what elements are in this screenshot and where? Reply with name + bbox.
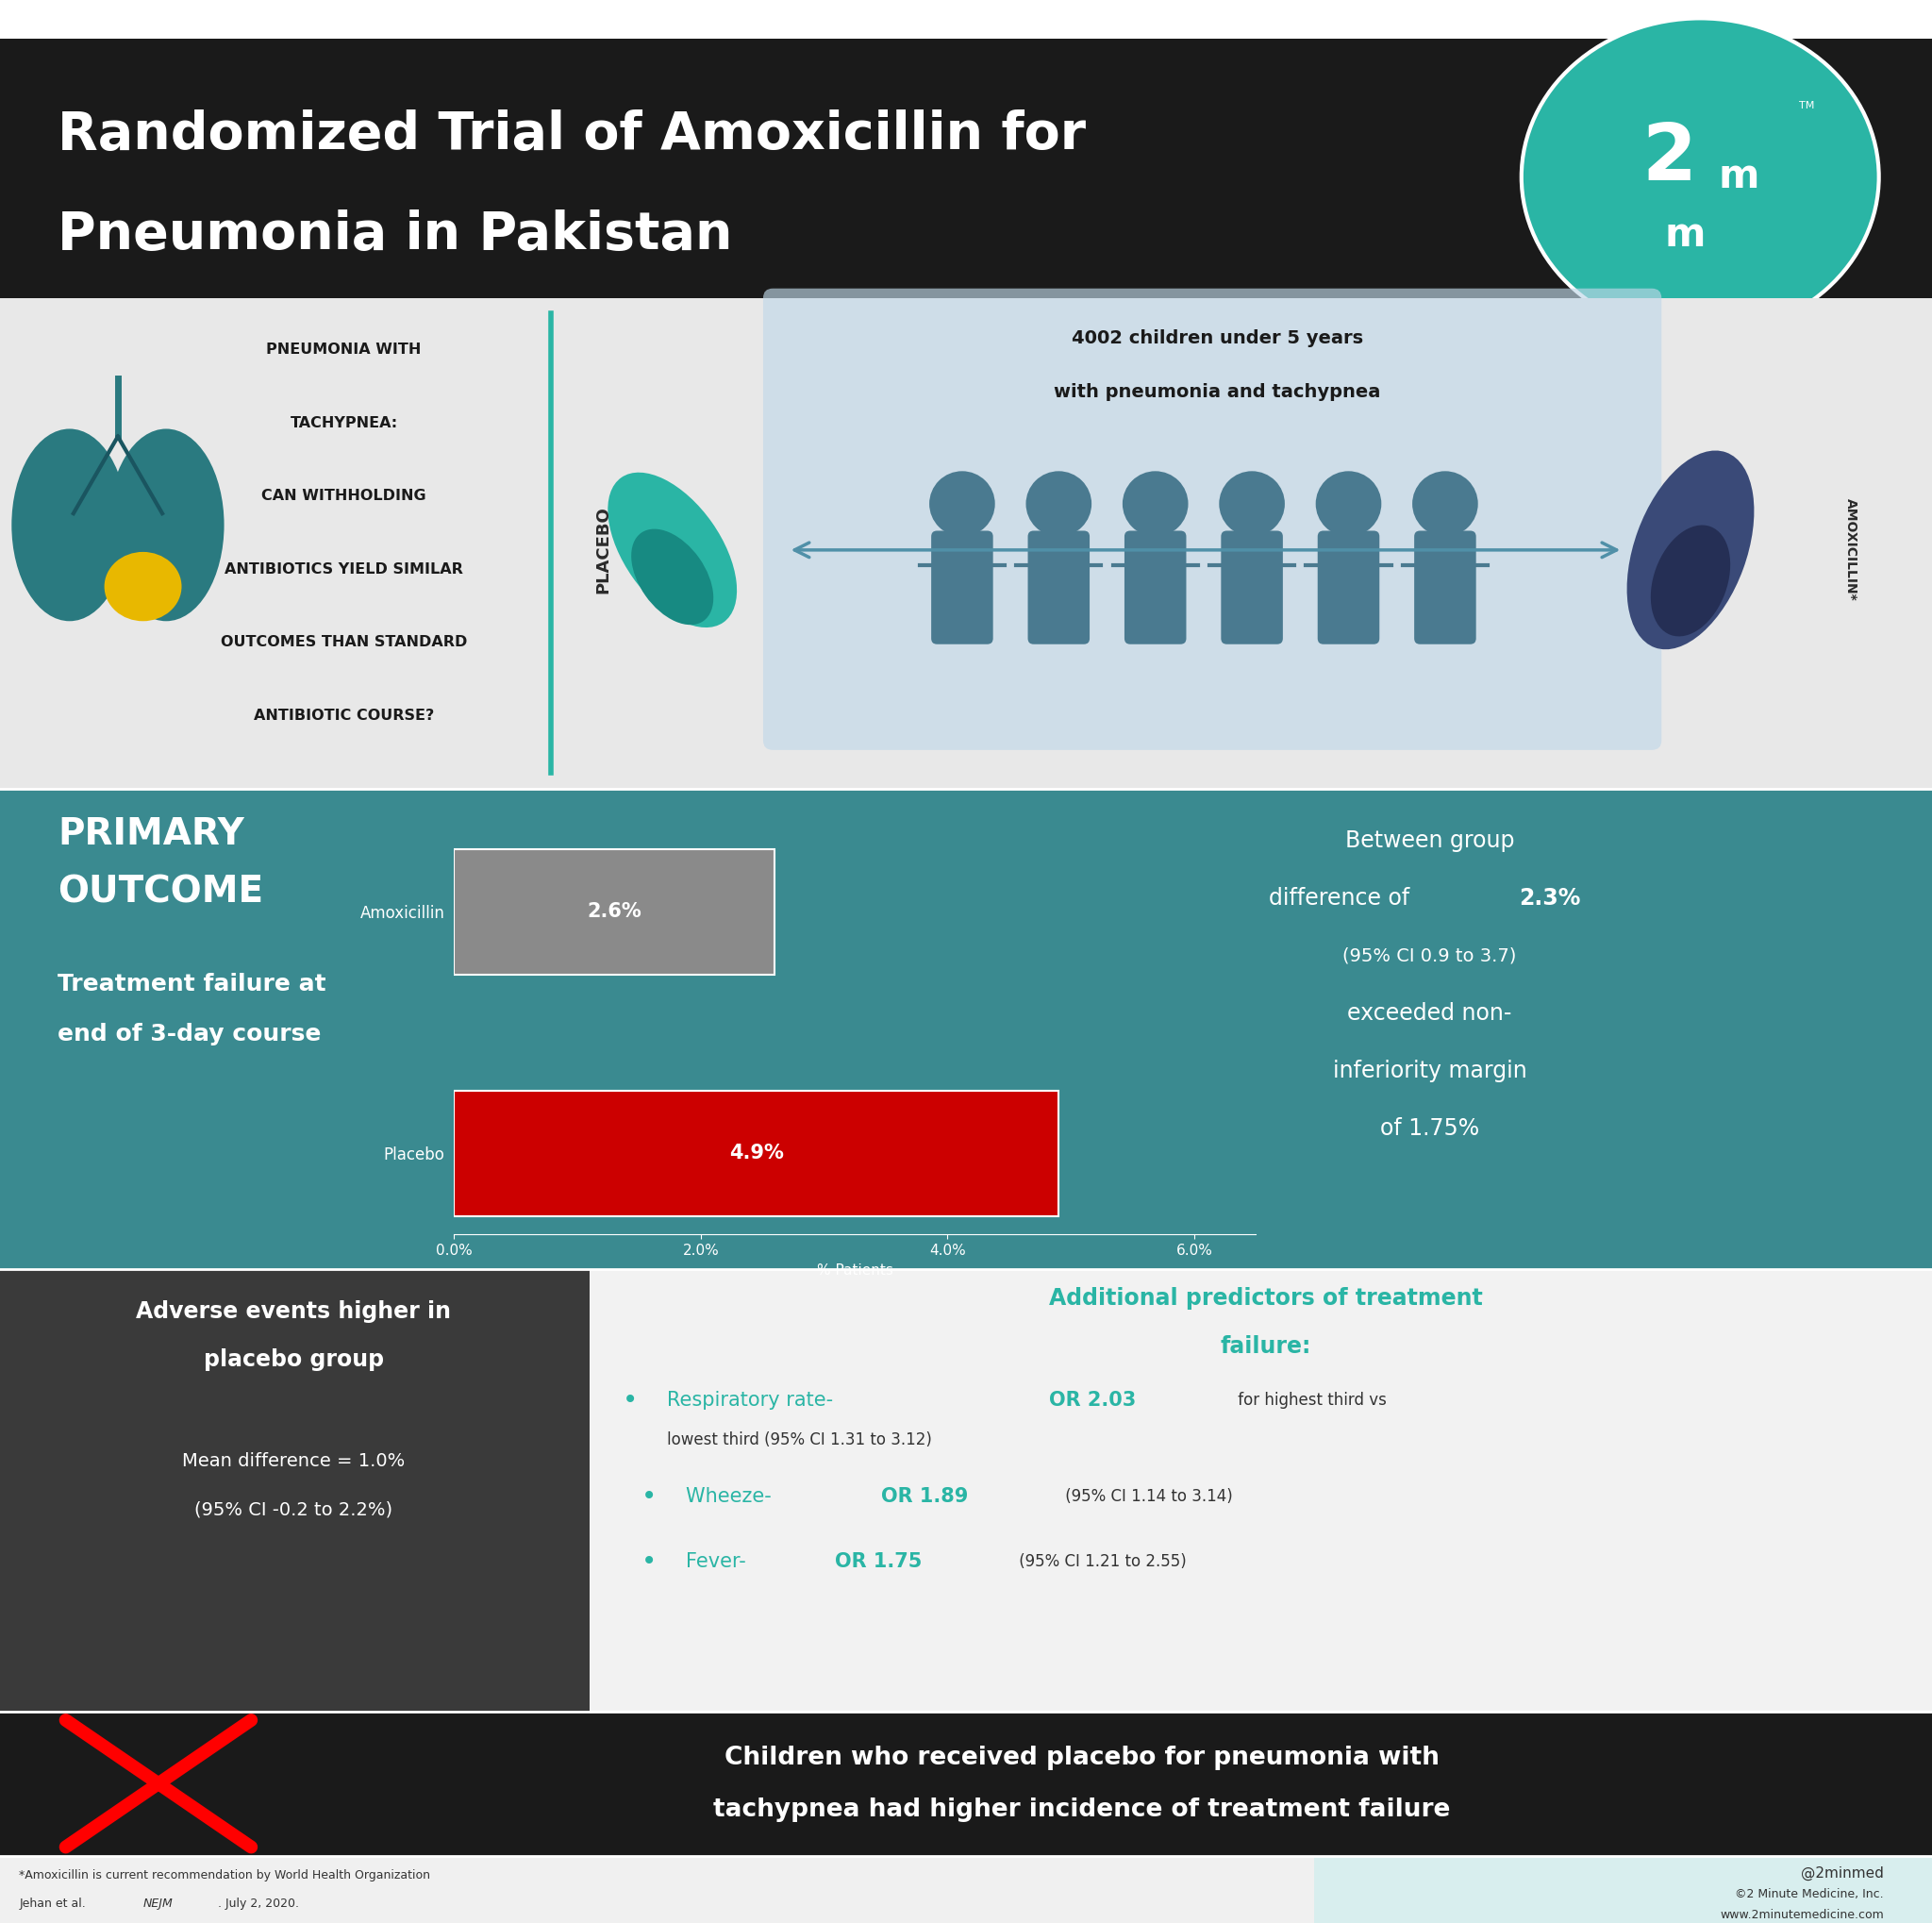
Text: failure:: failure: [1219, 1335, 1312, 1358]
Bar [0, 788, 1932, 1269]
Text: •: • [641, 1548, 657, 1575]
Circle shape [929, 471, 995, 537]
Ellipse shape [1650, 525, 1731, 637]
Bar [1314, 1856, 1932, 1923]
Text: PRIMARY: PRIMARY [58, 817, 245, 852]
Text: Jehan et al.: Jehan et al. [19, 1898, 89, 1910]
Text: 4002 children under 5 years: 4002 children under 5 years [1072, 329, 1362, 348]
Text: for highest third vs: for highest third vs [1233, 1392, 1387, 1408]
Circle shape [1316, 471, 1381, 537]
Text: 2.6%: 2.6% [587, 902, 641, 921]
FancyBboxPatch shape [1318, 531, 1379, 644]
Bar [0, 1269, 589, 1711]
Text: ©2 Minute Medicine, Inc.: ©2 Minute Medicine, Inc. [1735, 1888, 1884, 1900]
Text: Fever-: Fever- [686, 1552, 752, 1571]
Text: (95% CI 1.14 to 3.14): (95% CI 1.14 to 3.14) [1061, 1488, 1233, 1504]
Text: •: • [641, 1483, 657, 1510]
FancyBboxPatch shape [763, 288, 1662, 750]
Text: Wheeze-: Wheeze- [686, 1486, 779, 1506]
Text: of 1.75%: of 1.75% [1379, 1117, 1480, 1140]
Ellipse shape [1627, 450, 1754, 650]
Text: OR 2.03: OR 2.03 [1049, 1390, 1136, 1410]
Text: inferiority margin: inferiority margin [1333, 1060, 1526, 1083]
Text: exceeded non-: exceeded non- [1347, 1002, 1513, 1025]
Text: 2.3%: 2.3% [1519, 887, 1580, 910]
Text: *Amoxicillin is current recommendation by World Health Organization: *Amoxicillin is current recommendation b… [19, 1869, 431, 1881]
Text: with pneumonia and tachypnea: with pneumonia and tachypnea [1053, 383, 1381, 402]
Text: •: • [622, 1386, 638, 1413]
FancyBboxPatch shape [1124, 531, 1186, 644]
Bar [0, 0, 1932, 298]
Bar [0, 1856, 1314, 1923]
Text: (95% CI -0.2 to 2.2%): (95% CI -0.2 to 2.2%) [195, 1500, 392, 1519]
Text: OR 1.75: OR 1.75 [835, 1552, 922, 1571]
Text: m: m [1663, 215, 1706, 254]
Text: Between group: Between group [1345, 829, 1515, 852]
Bar [0, 1711, 1932, 1856]
Text: Pneumonia in Pakistan: Pneumonia in Pakistan [58, 210, 732, 260]
Bar [0, 0, 1932, 38]
Ellipse shape [12, 429, 128, 621]
Circle shape [1412, 471, 1478, 537]
Circle shape [1026, 471, 1092, 537]
Text: CAN WITHHOLDING: CAN WITHHOLDING [261, 488, 427, 504]
Ellipse shape [1522, 19, 1878, 335]
Text: 4.9%: 4.9% [728, 1144, 784, 1163]
Text: Adverse events higher in: Adverse events higher in [135, 1300, 452, 1323]
Text: lowest third (95% CI 1.31 to 3.12): lowest third (95% CI 1.31 to 3.12) [667, 1433, 931, 1448]
Text: PLACEBO: PLACEBO [595, 506, 611, 594]
Text: PNEUMONIA WITH: PNEUMONIA WITH [267, 342, 421, 358]
Text: OUTCOMES THAN STANDARD: OUTCOMES THAN STANDARD [220, 635, 468, 650]
Text: ANTIBIOTIC COURSE?: ANTIBIOTIC COURSE? [253, 708, 435, 723]
Text: 2: 2 [1642, 119, 1696, 196]
X-axis label: % Patients: % Patients [817, 1263, 893, 1277]
Text: (95% CI 0.9 to 3.7): (95% CI 0.9 to 3.7) [1343, 946, 1517, 965]
Ellipse shape [632, 529, 713, 625]
Text: Children who received placebo for pneumonia with: Children who received placebo for pneumo… [724, 1746, 1439, 1769]
Text: placebo group: placebo group [203, 1348, 384, 1371]
Text: TM: TM [1799, 102, 1814, 110]
Ellipse shape [104, 552, 182, 621]
Text: . July 2, 2020.: . July 2, 2020. [218, 1898, 299, 1910]
Text: Treatment failure at: Treatment failure at [58, 973, 327, 996]
Text: AMOXICILLIN*: AMOXICILLIN* [1845, 498, 1857, 602]
FancyBboxPatch shape [1028, 531, 1090, 644]
Bar [454, 850, 775, 975]
Text: TACHYPNEA:: TACHYPNEA: [290, 415, 398, 431]
Text: (95% CI 1.21 to 2.55): (95% CI 1.21 to 2.55) [1014, 1554, 1186, 1569]
Circle shape [1122, 471, 1188, 537]
Text: tachypnea had higher incidence of treatment failure: tachypnea had higher incidence of treatm… [713, 1798, 1451, 1821]
Text: Additional predictors of treatment: Additional predictors of treatment [1049, 1286, 1482, 1310]
Text: difference of: difference of [1269, 887, 1416, 910]
Bar [589, 1269, 1932, 1711]
Text: NEJM: NEJM [143, 1898, 174, 1910]
FancyBboxPatch shape [931, 531, 993, 644]
Text: @2minmed: @2minmed [1801, 1865, 1884, 1881]
FancyBboxPatch shape [1221, 531, 1283, 644]
Circle shape [1219, 471, 1285, 537]
FancyBboxPatch shape [1414, 531, 1476, 644]
Text: end of 3-day course: end of 3-day course [58, 1023, 321, 1046]
Text: Randomized Trial of Amoxicillin for: Randomized Trial of Amoxicillin for [58, 110, 1086, 160]
Text: Respiratory rate-: Respiratory rate- [667, 1390, 838, 1410]
Text: OR 1.89: OR 1.89 [881, 1486, 968, 1506]
Text: ANTIBIOTICS YIELD SIMILAR: ANTIBIOTICS YIELD SIMILAR [224, 562, 464, 577]
Bar [0, 298, 1932, 788]
Text: www.2minutemedicine.com: www.2minutemedicine.com [1719, 1910, 1884, 1921]
Ellipse shape [609, 473, 736, 627]
Text: Mean difference = 1.0%: Mean difference = 1.0% [182, 1452, 406, 1471]
Bar [454, 1090, 1059, 1215]
Text: m: m [1718, 158, 1760, 196]
Ellipse shape [108, 429, 224, 621]
Text: OUTCOME: OUTCOME [58, 875, 265, 910]
